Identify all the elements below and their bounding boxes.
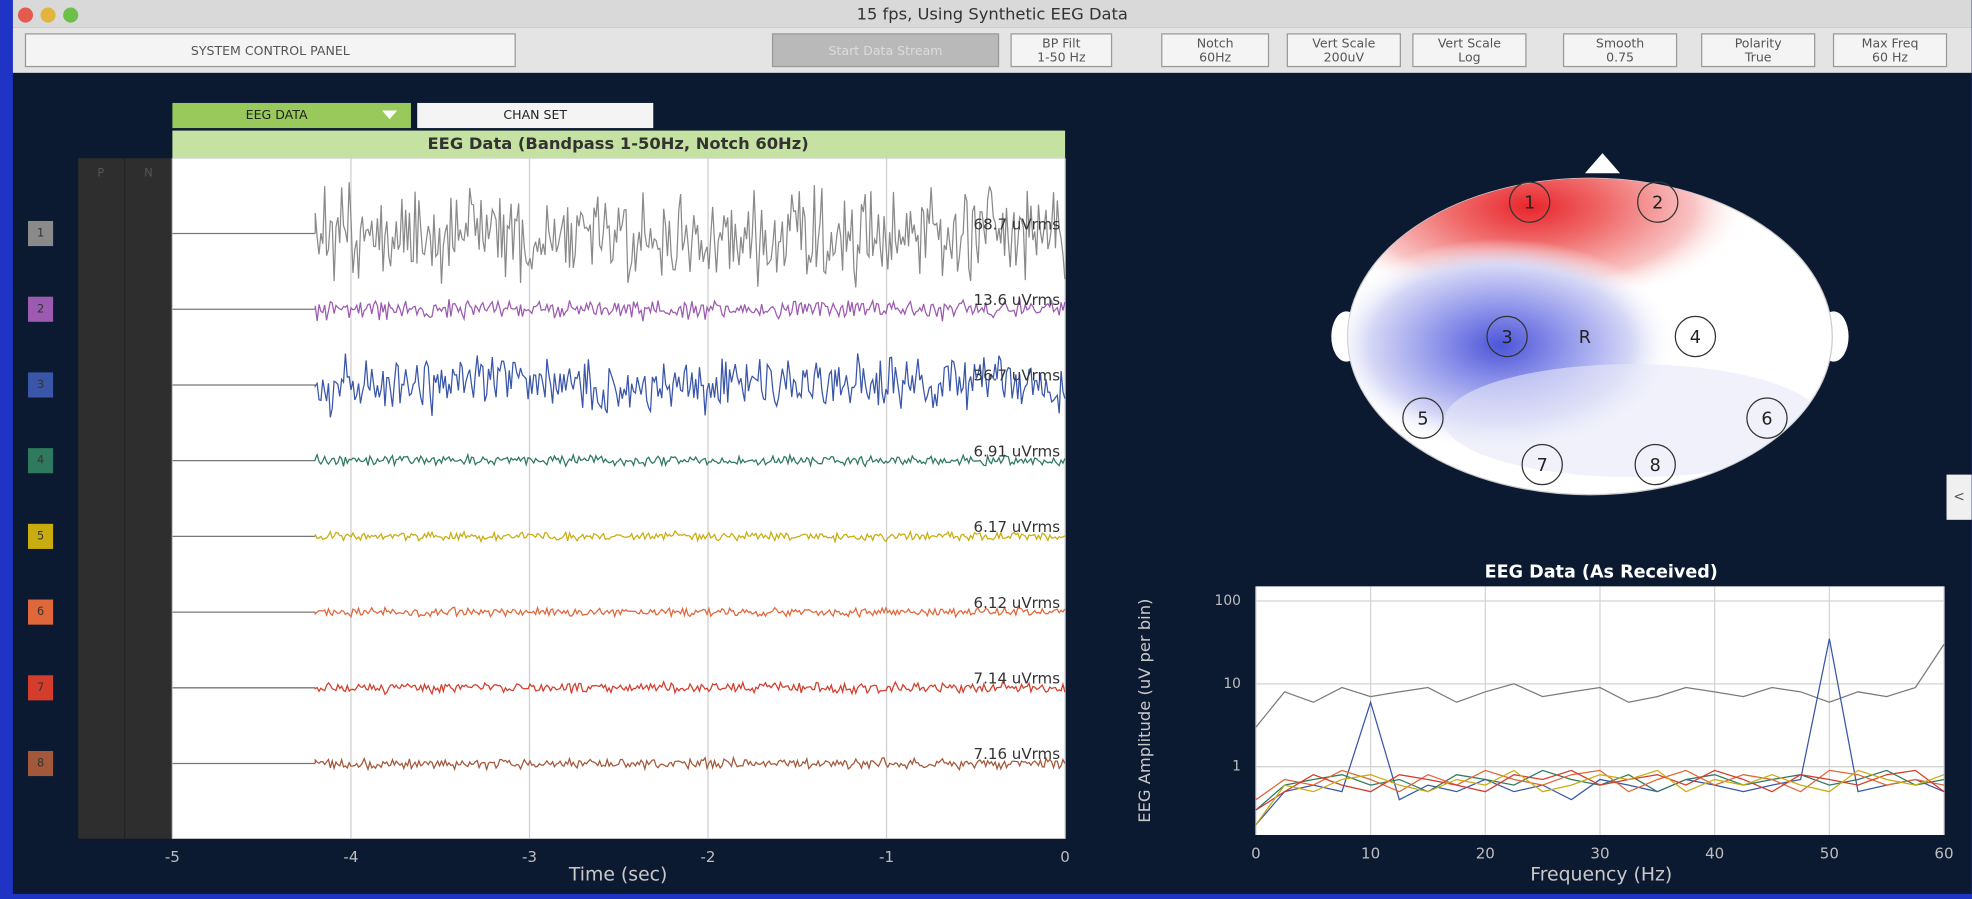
minimize-button[interactable] — [41, 8, 56, 23]
electrode-label: 6 — [1761, 409, 1772, 429]
rms-label: 68.7 uVrms — [974, 215, 1061, 233]
x-axis-label: Time (sec) — [568, 865, 668, 886]
button-value: True — [1744, 49, 1772, 64]
x-tick-label: 10 — [1361, 844, 1380, 862]
electrode-label: 1 — [1524, 193, 1535, 213]
y-tick-label: 10 — [1223, 676, 1241, 692]
electrode-label: 7 — [1537, 456, 1548, 476]
electrode-label: 8 — [1650, 456, 1661, 476]
reference-label: R — [1579, 328, 1591, 348]
button-label: Max Freq — [1862, 35, 1919, 50]
rms-label: 13.6 uVrms — [974, 291, 1061, 309]
button-value: 60 Hz — [1872, 49, 1908, 64]
x-tick-label: 0 — [1251, 844, 1261, 862]
x-tick-label: 30 — [1590, 844, 1609, 862]
column-header: N — [144, 166, 152, 179]
rms-label: 6.12 uVrms — [974, 594, 1061, 612]
side-tab-label: < — [1953, 489, 1965, 505]
electrode-label: 2 — [1652, 193, 1663, 213]
button-value: 0.75 — [1606, 49, 1634, 64]
x-axis-label: Frequency (Hz) — [1530, 865, 1672, 886]
eeg-plot-area — [172, 158, 1065, 839]
button-value: 60Hz — [1199, 49, 1231, 64]
rms-label: 7.16 uVrms — [974, 745, 1061, 763]
y-axis-label: EEG Amplitude (uV per bin) — [1135, 599, 1154, 823]
rms-label: 7.14 uVrms — [974, 670, 1061, 688]
x-tick-label: 20 — [1476, 844, 1495, 862]
x-tick-label: 50 — [1820, 844, 1839, 862]
x-tick-label: 60 — [1934, 844, 1953, 862]
zoom-button[interactable] — [63, 8, 78, 23]
window-title: 15 fps, Using Synthetic EEG Data — [857, 5, 1128, 24]
x-tick-label: -5 — [165, 848, 180, 866]
channel-number: 6 — [37, 605, 44, 618]
tab-label: EEG DATA — [246, 107, 308, 122]
button-label: Polarity — [1735, 35, 1783, 50]
x-tick-label: 0 — [1060, 848, 1070, 866]
x-tick-label: -1 — [879, 848, 894, 866]
rms-label: 36.7 uVrms — [974, 367, 1061, 385]
channel-number: 7 — [37, 681, 44, 694]
y-tick-label: 100 — [1215, 593, 1241, 609]
electrode-label: 3 — [1501, 328, 1512, 348]
rms-label: 6.91 uVrms — [974, 442, 1061, 460]
button-label: Notch — [1197, 35, 1234, 50]
channel-number: 1 — [37, 227, 44, 240]
x-tick-label: 40 — [1705, 844, 1724, 862]
channel-number: 4 — [37, 454, 44, 467]
button-value: Log — [1458, 49, 1480, 64]
channel-number: 2 — [37, 302, 44, 315]
rms-label: 6.17 uVrms — [974, 518, 1061, 536]
button-label: Smooth — [1596, 35, 1644, 50]
button-label: Vert Scale — [1312, 35, 1375, 50]
start-button-label: Start Data Stream — [829, 43, 943, 58]
x-tick-label: -2 — [701, 848, 716, 866]
button-label: BP Filt — [1042, 35, 1080, 50]
column-header: P — [97, 166, 104, 179]
channel-number: 8 — [37, 757, 44, 770]
close-button[interactable] — [18, 8, 33, 23]
control-panel-label: SYSTEM CONTROL PANEL — [191, 43, 350, 58]
button-value: 1-50 Hz — [1037, 49, 1086, 64]
channel-number: 5 — [37, 529, 44, 542]
y-tick-label: 1 — [1232, 759, 1241, 775]
spectrum-title: EEG Data (As Received) — [1485, 563, 1718, 583]
eeg-title: EEG Data (Bandpass 1-50Hz, Notch 60Hz) — [428, 134, 809, 153]
tab-label: CHAN SET — [503, 107, 567, 122]
x-tick-label: -4 — [343, 848, 358, 866]
button-value: 200uV — [1324, 49, 1365, 64]
electrode-label: 5 — [1417, 409, 1428, 429]
x-tick-label: -3 — [522, 848, 537, 866]
page: {"window":{"title":"15 fps, Using Synthe… — [0, 0, 1972, 899]
app-window: 15 fps, Using Synthetic EEG Data SYSTEM … — [0, 0, 1972, 899]
button-label: Vert Scale — [1438, 35, 1501, 50]
channel-number: 3 — [37, 378, 44, 391]
electrode-label: 4 — [1690, 328, 1701, 348]
